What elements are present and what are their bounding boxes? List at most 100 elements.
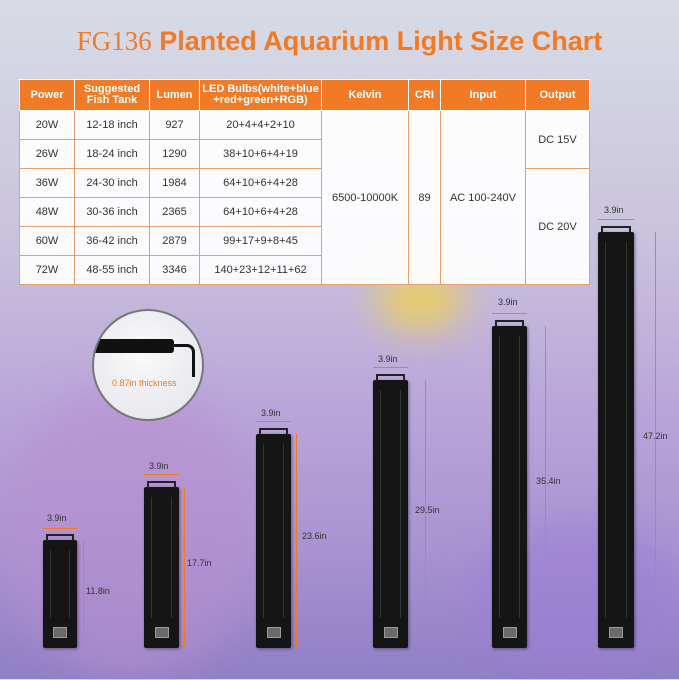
zoom-mount-arm	[172, 344, 195, 377]
thickness-label: 0.87in thickness	[112, 378, 177, 388]
cell-output-2: DC 20V	[525, 168, 590, 285]
cell-kelvin: 6500-10000K	[321, 110, 409, 285]
cell-lumen: 1290	[149, 139, 200, 169]
led-strip	[605, 242, 627, 618]
length-dim-line	[184, 487, 185, 648]
led-strip	[499, 336, 520, 618]
cell-power: 72W	[19, 255, 75, 285]
mount-bracket	[600, 226, 632, 233]
length-dim-line	[655, 232, 656, 648]
cell-cri: 89	[408, 110, 441, 285]
width-dim-line	[43, 528, 77, 529]
light-fixture	[256, 428, 291, 648]
cell-power: 60W	[19, 226, 75, 256]
header-output: Output	[525, 79, 590, 111]
width-label: 3.9in	[498, 297, 518, 307]
length-dim-line	[83, 540, 84, 648]
cell-led: 140+23+12+11+62	[199, 255, 322, 285]
timer-display	[266, 627, 281, 638]
timer-display	[502, 627, 517, 638]
length-label: 23.6in	[302, 531, 327, 541]
width-dim-line	[144, 474, 179, 475]
led-strip	[380, 390, 401, 618]
cell-led: 64+10+6+4+28	[199, 168, 322, 198]
spec-table: Power Suggested Fish Tank Lumen LED Bulb…	[19, 79, 590, 285]
header-lumen: Lumen	[149, 79, 200, 111]
cell-power: 20W	[19, 110, 75, 140]
table-row: 36W 24-30 inch 1984 64+10+6+4+28 DC 20V	[19, 168, 590, 285]
cell-tank: 30-36 inch	[74, 197, 150, 227]
width-dim-line	[492, 313, 527, 314]
timer-display	[154, 627, 169, 638]
cell-lumen: 3346	[149, 255, 200, 285]
thickness-zoom	[92, 309, 204, 421]
timer-display	[383, 627, 398, 638]
width-dim-line	[598, 219, 634, 220]
cell-tank: 48-55 inch	[74, 255, 150, 285]
title-model: FG136	[76, 26, 152, 56]
width-label: 3.9in	[261, 408, 281, 418]
light-fixture	[43, 534, 77, 648]
title-text: Planted Aquarium Light Size Chart	[159, 26, 603, 56]
width-label: 3.9in	[47, 513, 67, 523]
width-label: 3.9in	[378, 354, 398, 364]
cell-output-1: DC 15V	[525, 110, 590, 169]
mount-bracket	[494, 320, 525, 327]
length-label: 11.8in	[86, 586, 110, 596]
light-fixture	[492, 320, 527, 648]
length-label: 17.7in	[187, 558, 212, 568]
length-label: 35.4in	[536, 476, 561, 486]
length-label: 29.5in	[415, 505, 440, 515]
cell-tank: 24-30 inch	[74, 168, 150, 198]
led-strip	[151, 497, 172, 618]
header-input: Input	[440, 79, 526, 111]
cell-lumen: 927	[149, 110, 200, 140]
length-dim-line	[296, 434, 297, 648]
table-row: 26W 18-24 inch 1290 38+10+6+4+19	[19, 139, 590, 169]
cell-lumen: 2365	[149, 197, 200, 227]
light-fixture	[144, 481, 179, 648]
mount-bracket	[375, 374, 406, 381]
led-strip	[49, 550, 71, 618]
header-cri: CRI	[408, 79, 441, 111]
table-row: 72W 48-55 inch 3346 140+23+12+11+62	[19, 255, 590, 285]
cell-led: 64+10+6+4+28	[199, 197, 322, 227]
mount-bracket	[258, 428, 289, 435]
zoom-light-bar	[94, 339, 174, 353]
background-coral	[0, 380, 260, 680]
cell-power: 48W	[19, 197, 75, 227]
table-row: 48W 30-36 inch 2365 64+10+6+4+28	[19, 197, 590, 227]
cell-power: 26W	[19, 139, 75, 169]
table-header-row: Power Suggested Fish Tank Lumen LED Bulb…	[19, 79, 590, 111]
timer-display	[609, 627, 623, 638]
length-dim-line	[425, 380, 426, 648]
width-label: 3.9in	[149, 461, 169, 471]
page-title: FG136 Planted Aquarium Light Size Chart	[0, 26, 679, 57]
header-fish-tank: Suggested Fish Tank	[74, 79, 150, 111]
cell-input: AC 100-240V	[440, 110, 526, 285]
light-fixture	[373, 374, 408, 648]
width-label: 3.9in	[604, 205, 624, 215]
table-row: 60W 36-42 inch 2879 99+17+9+8+45	[19, 226, 590, 256]
mount-bracket	[146, 481, 177, 488]
cell-tank: 36-42 inch	[74, 226, 150, 256]
cell-led: 38+10+6+4+19	[199, 139, 322, 169]
length-label: 47.2in	[643, 431, 668, 441]
cell-led: 99+17+9+8+45	[199, 226, 322, 256]
length-dim-line	[545, 326, 546, 648]
light-fixture	[598, 226, 634, 648]
timer-display	[53, 627, 67, 638]
cell-power: 36W	[19, 168, 75, 198]
table-row: 20W 12-18 inch 927 20+4+4+2+10 6500-1000…	[19, 110, 590, 285]
cell-tank: 18-24 inch	[74, 139, 150, 169]
cell-lumen: 2879	[149, 226, 200, 256]
width-dim-line	[373, 367, 408, 368]
header-kelvin: Kelvin	[321, 79, 409, 111]
width-dim-line	[256, 421, 291, 422]
header-led-bulbs: LED Bulbs(white+blue +red+green+RGB)	[199, 79, 322, 111]
led-strip	[263, 444, 284, 618]
cell-tank: 12-18 inch	[74, 110, 150, 140]
cell-led: 20+4+4+2+10	[199, 110, 322, 140]
cell-lumen: 1984	[149, 168, 200, 198]
header-power: Power	[19, 79, 75, 111]
